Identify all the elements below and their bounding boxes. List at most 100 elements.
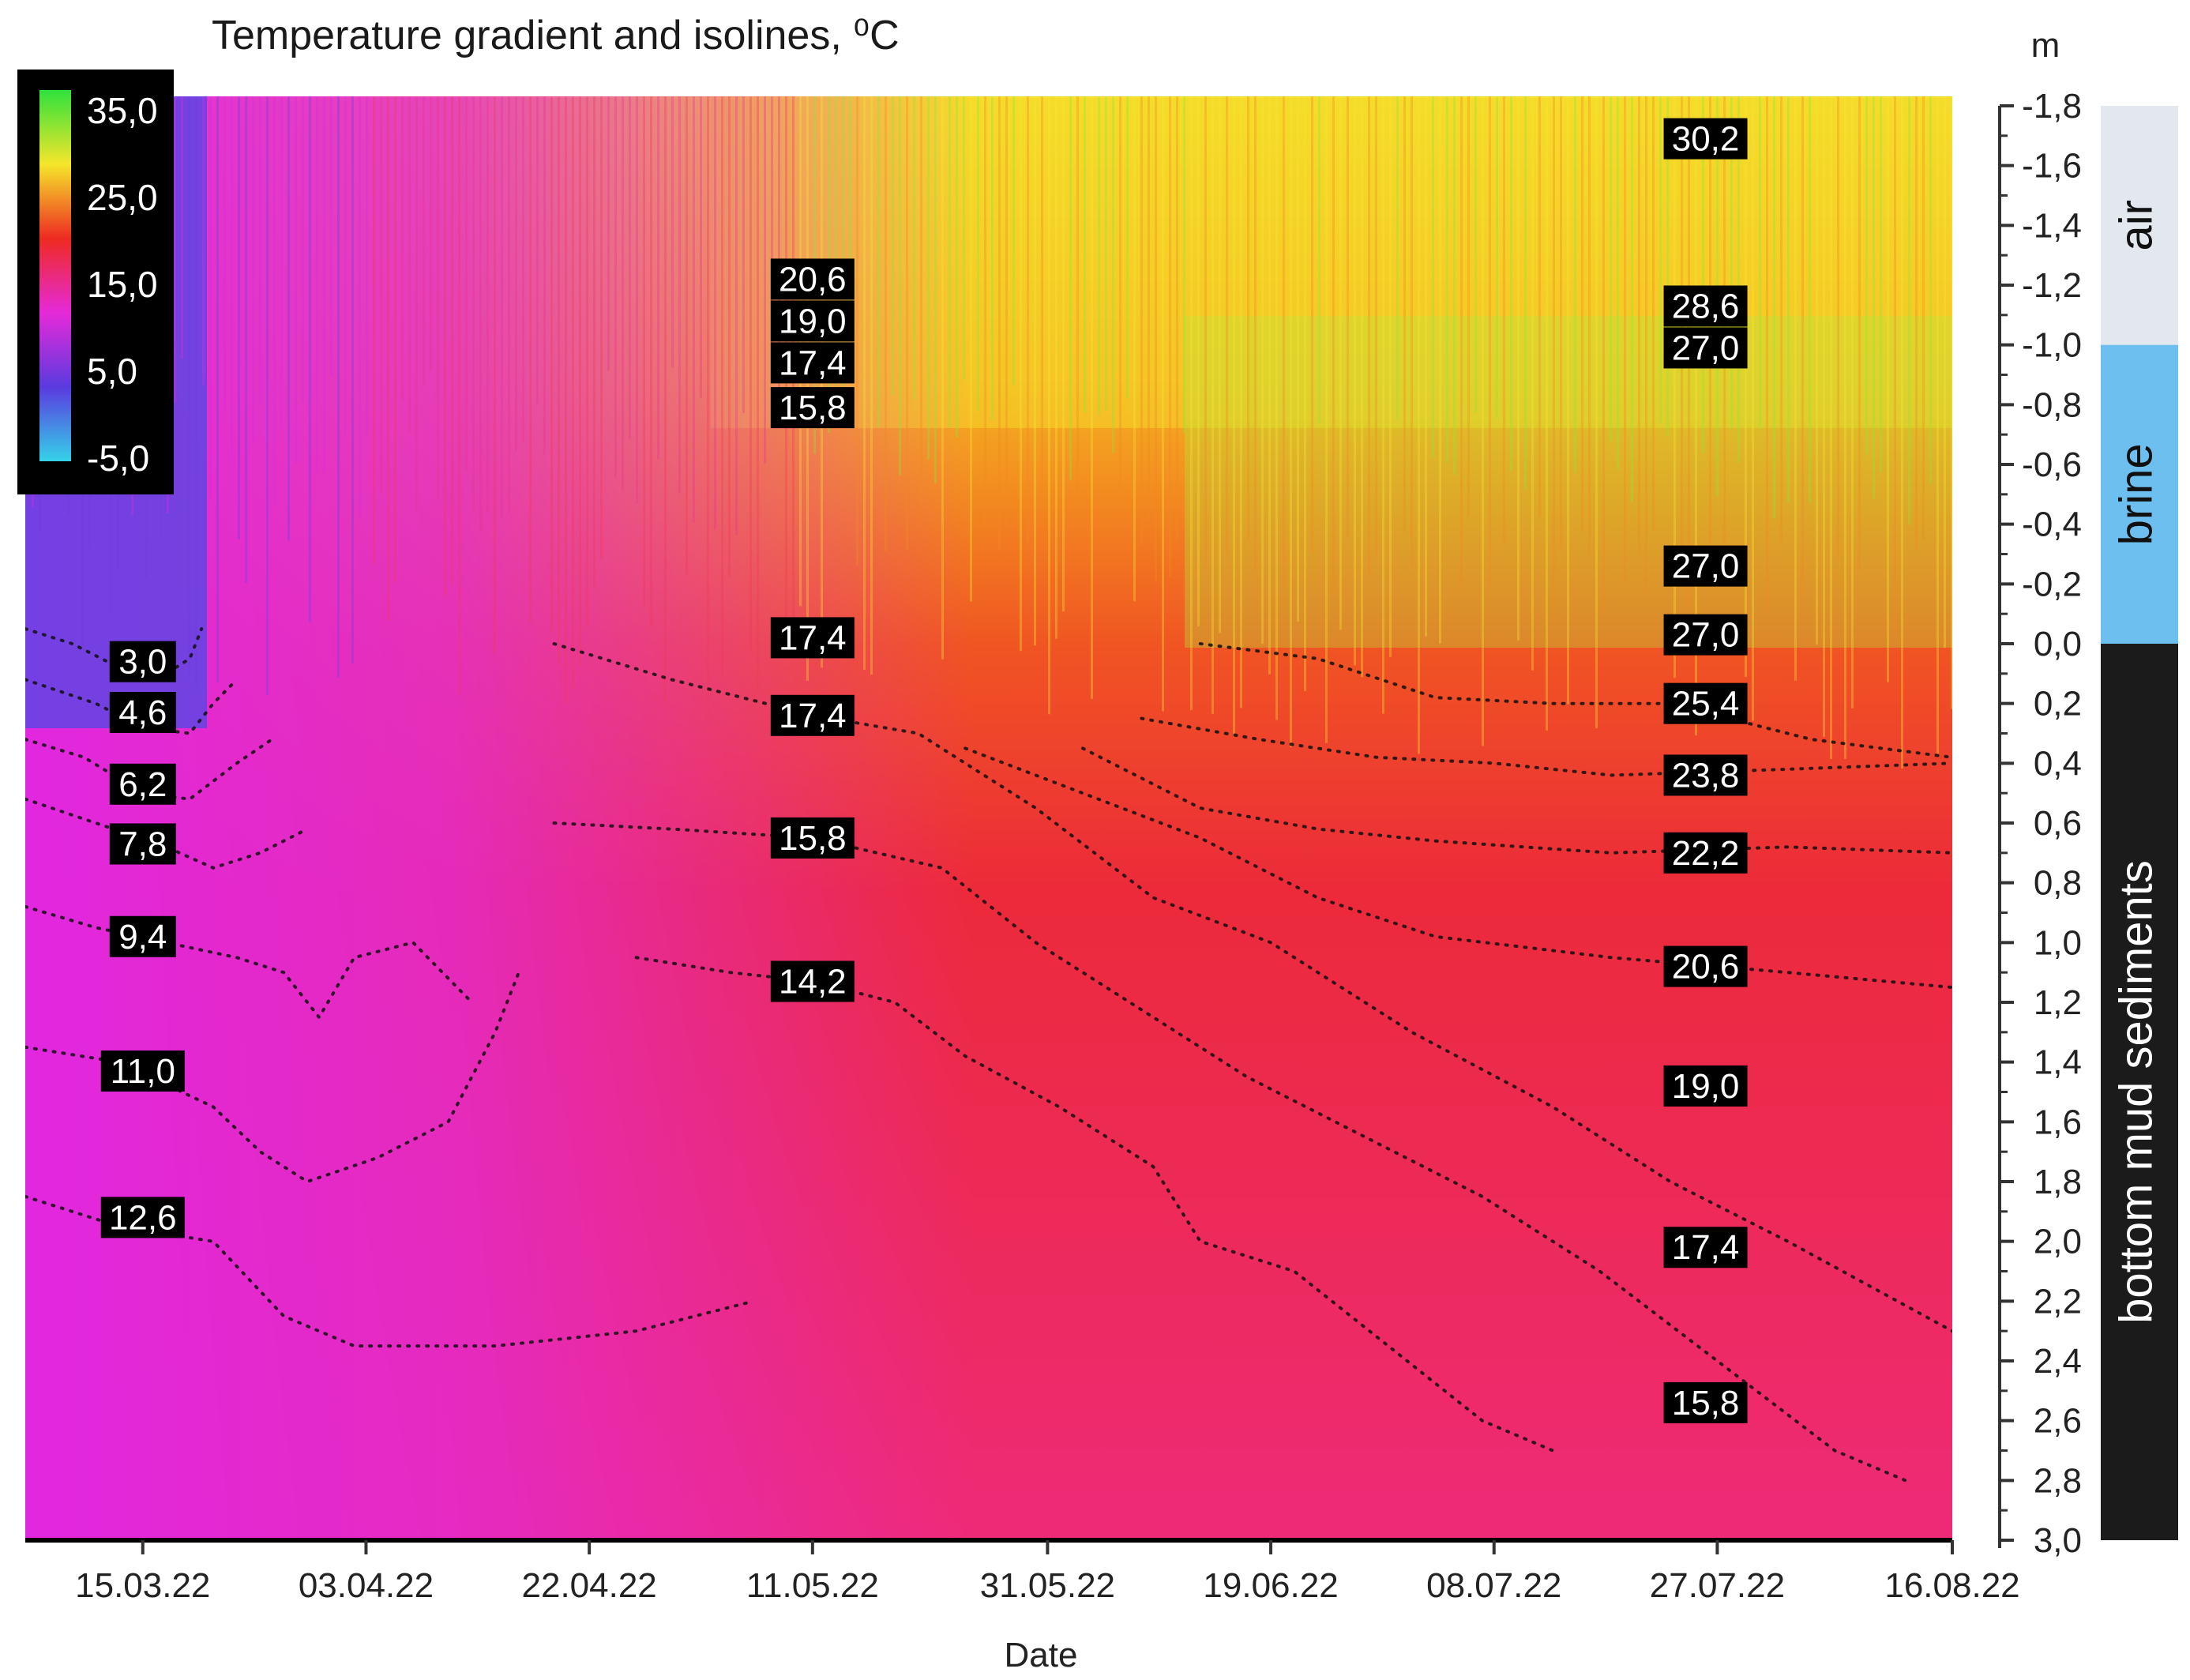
stripe [1354, 96, 1356, 666]
stripe [1482, 96, 1484, 746]
y-tick-label: 1,2 [2034, 983, 2082, 1022]
stripe [1865, 96, 1868, 455]
y-tick-label: 1,6 [2034, 1103, 2082, 1141]
stripe [849, 96, 851, 381]
stripe [1908, 96, 1910, 524]
stripe [970, 96, 972, 602]
stripe [1588, 96, 1591, 559]
stripe [1084, 96, 1086, 413]
isoline-label-box [770, 300, 855, 342]
stripe [1012, 96, 1015, 385]
colorbar-label: 5,0 [87, 351, 137, 392]
stripe [231, 96, 233, 493]
stripe [1325, 96, 1328, 743]
stripe [1880, 96, 1882, 472]
stripe [408, 96, 411, 432]
stripe [614, 96, 617, 478]
isoline-label: 20,6 [779, 260, 847, 299]
isoline-label: 20,6 [1672, 948, 1740, 987]
x-tick-label: 08.07.22 [1426, 1566, 1561, 1605]
isoline-3 [25, 797, 310, 870]
zone-label: air [2110, 200, 2162, 250]
isoline-label-box [1663, 327, 1748, 369]
stripe [401, 96, 404, 400]
stripe [927, 96, 930, 460]
stripe [536, 96, 539, 406]
colorbar-label: 15,0 [87, 264, 158, 305]
isoline-label-box [770, 817, 855, 859]
stripe [1638, 96, 1640, 556]
isoline-label-box [109, 763, 176, 805]
colorbar-label: 35,0 [87, 90, 158, 131]
isoline-label: 27,0 [1672, 547, 1740, 586]
isoline-label: 17,4 [779, 618, 847, 657]
isoline-label-box [1663, 1381, 1748, 1423]
stripe [1375, 96, 1377, 558]
isoline-label: 27,0 [1672, 616, 1740, 655]
zone-label: bottom mud sediments [2110, 860, 2162, 1324]
stripe [558, 96, 560, 665]
stripe [749, 96, 752, 652]
stripe [1439, 96, 1441, 644]
stripe [1467, 96, 1470, 517]
stripe [1745, 96, 1747, 677]
isoline-label-box [1663, 1227, 1748, 1268]
stripe [1119, 96, 1121, 495]
stripe [1027, 96, 1029, 543]
stripe [1347, 96, 1349, 538]
stripe [1538, 96, 1541, 517]
stripe [1005, 96, 1008, 529]
stripe [387, 96, 389, 622]
zone-label: brine [2110, 443, 2162, 545]
stripe [1332, 96, 1335, 596]
stripe [1460, 96, 1463, 592]
stripe [586, 96, 588, 627]
stripe [1531, 96, 1534, 671]
isoline-label: 22,2 [1672, 834, 1740, 873]
stripe [1944, 96, 1946, 648]
y-tick-label: -1,0 [2022, 326, 2082, 365]
stripe [714, 96, 716, 530]
isoline-label-box [109, 641, 176, 682]
stripe [1567, 96, 1569, 705]
y-tick-label: 1,4 [2034, 1043, 2082, 1082]
stripe [1503, 96, 1505, 545]
isoline-label-box [109, 692, 176, 734]
stripe [757, 96, 759, 688]
depth-zones: air brine bottom mud sediments [2101, 106, 2178, 1540]
stripe [1155, 96, 1157, 581]
isoline-label: 23,8 [1672, 756, 1740, 795]
zone-band [2101, 644, 2178, 1540]
stripe [1560, 96, 1562, 550]
stripe [1062, 96, 1065, 612]
isoline-label-box [1663, 285, 1748, 327]
stripe [1311, 96, 1313, 554]
y-axis-unit: m [2031, 26, 2060, 65]
stripe [1595, 96, 1598, 729]
isoline-label: 11,0 [111, 1052, 175, 1091]
isoline-label: 6,2 [118, 765, 167, 804]
stripe [1851, 96, 1854, 708]
stripe [216, 96, 219, 682]
x-tick-label: 31.05.22 [980, 1566, 1115, 1605]
stripe [600, 96, 603, 559]
stripe [181, 96, 183, 359]
stripe [1659, 96, 1662, 424]
stripe [245, 96, 247, 584]
stripe [920, 96, 922, 504]
isoline-label: 19,0 [779, 302, 847, 340]
stripe [977, 96, 979, 412]
isoline-label: 14,2 [779, 963, 847, 1002]
y-tick-label: -1,8 [2022, 87, 2082, 126]
stripe [195, 96, 197, 687]
stripe [529, 96, 532, 622]
stripe [835, 96, 837, 387]
stripe [636, 96, 638, 504]
stripe [1403, 96, 1406, 532]
stripe [486, 96, 489, 513]
stripe [287, 96, 290, 541]
y-axis: -1,8 -1,6 -1,4 -1,2 -1,0 -0,8 -0,6 -0,4 -0,2 0,0 0… [1998, 87, 2082, 1560]
stripe [494, 96, 496, 655]
stripe [1645, 96, 1647, 595]
isoline-labels: 3,04,66,27,89,411,012,620,619,017,415,81… [100, 118, 1748, 1423]
